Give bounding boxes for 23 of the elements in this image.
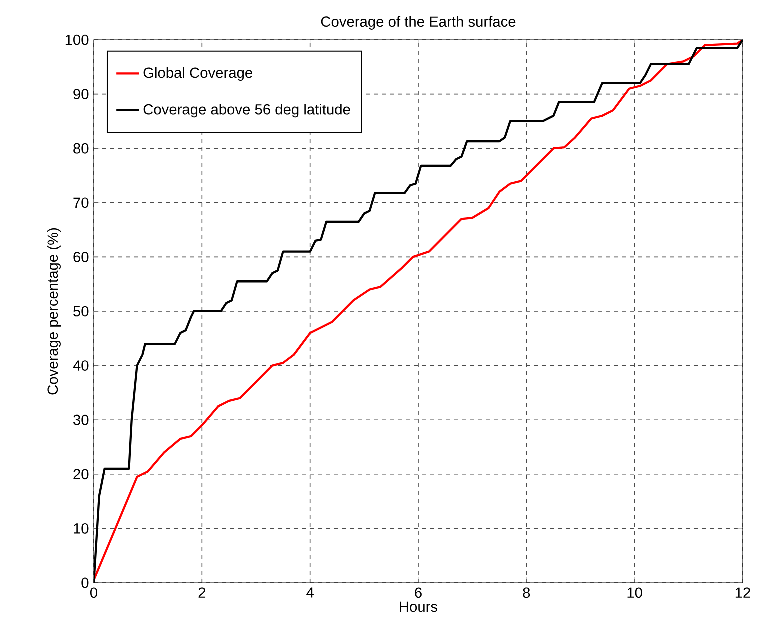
- legend-label: Global Coverage: [144, 67, 252, 82]
- y-tick-label: 40: [73, 360, 89, 371]
- y-tick-label: 0: [82, 578, 89, 588]
- x-tick-label: 2: [198, 588, 206, 598]
- x-tick-label: 8: [523, 588, 530, 598]
- y-tick-label: 20: [74, 469, 89, 480]
- legend-label: Coverage above 56 deg latitude: [144, 104, 350, 118]
- x-tick-label: 4: [306, 588, 314, 598]
- x-axis-title: Hours: [400, 602, 438, 612]
- chart-title: Coverage of the Earth surface: [321, 16, 516, 30]
- y-tick-label: 10: [74, 524, 89, 534]
- y-tick-label: 30: [74, 414, 89, 426]
- x-tick-label: 0: [90, 588, 98, 598]
- y-axis-title: Coverage percentage (%): [47, 228, 61, 395]
- x-tick-label: 6: [415, 588, 422, 598]
- y-tick-label: 100: [66, 34, 89, 46]
- y-tick-label: 90: [74, 89, 89, 100]
- y-tick-label: 80: [74, 143, 89, 154]
- x-tick-label: 10: [628, 588, 642, 598]
- x-tick-label: 12: [736, 588, 750, 598]
- y-tick-label: 70: [74, 198, 89, 208]
- y-tick-label: 50: [74, 306, 89, 317]
- y-tick-label: 60: [74, 252, 89, 262]
